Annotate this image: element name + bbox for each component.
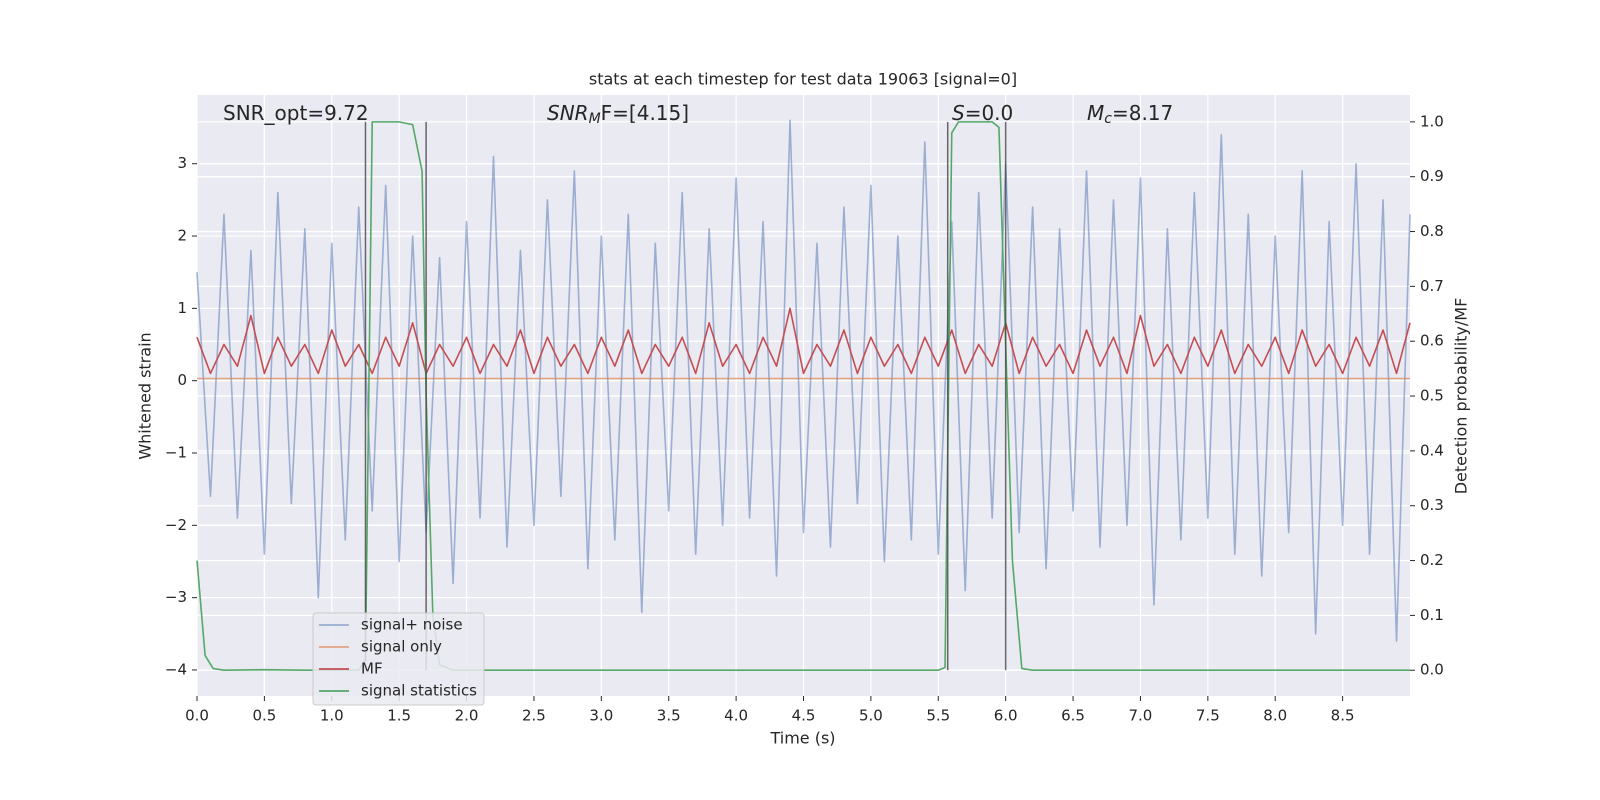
x-tick-label: 5.0 <box>859 707 883 725</box>
y2-tick-label: 0.2 <box>1420 551 1444 569</box>
y-tick-label: 0 <box>177 371 187 389</box>
y2-tick-label: 0.3 <box>1420 496 1444 514</box>
legend-label: MF <box>361 660 383 678</box>
y-tick-label: −4 <box>165 660 187 678</box>
annotation-part: M <box>1087 101 1104 125</box>
y2-tick-label: 0.4 <box>1420 441 1444 459</box>
y-tick-label: −3 <box>165 588 187 606</box>
legend-label: signal statistics <box>361 682 477 700</box>
series-line <box>196 119 1411 642</box>
x-tick-label: 7.5 <box>1196 707 1220 725</box>
annotation-part: F=[4.15] <box>601 101 689 125</box>
x-tick-label: 0.0 <box>185 707 209 725</box>
x-tick-label: 3.5 <box>657 707 681 725</box>
annotation-part: SNR_opt=9.72 <box>223 101 369 125</box>
legend-label: signal only <box>361 638 442 656</box>
y-tick-label: 3 <box>177 154 187 172</box>
y2-tick-label: 0.6 <box>1420 332 1444 350</box>
annotation-part: =8.17 <box>1112 101 1173 125</box>
y2-tick-label: 0.5 <box>1420 387 1444 405</box>
x-tick-label: 1.0 <box>320 707 344 725</box>
y2-tick-label: 1.0 <box>1420 112 1444 130</box>
y-tick-label: 2 <box>177 227 187 245</box>
series-line <box>196 121 1410 672</box>
y2-tick-label: 0.1 <box>1420 606 1444 624</box>
x-tick-label: 6.0 <box>994 707 1018 725</box>
y-tick-label: −1 <box>165 443 187 461</box>
y2-tick-label: 0.7 <box>1420 277 1444 295</box>
chart-title: stats at each timestep for test data 190… <box>589 70 1017 89</box>
y-tick-label: 1 <box>177 299 187 317</box>
y-tick-label: −2 <box>165 516 187 534</box>
x-tick-label: 5.5 <box>926 707 950 725</box>
annotation-part: c <box>1104 111 1112 127</box>
x-tick-label: 6.5 <box>1061 707 1085 725</box>
annotation: SNR_opt=9.72 <box>223 101 369 125</box>
x-tick-label: 8.0 <box>1263 707 1287 725</box>
annotation-part: SNR <box>547 101 589 125</box>
x-tick-label: 4.0 <box>724 707 748 725</box>
y2-tick-label: 0.8 <box>1420 222 1444 240</box>
x-tick-label: 3.0 <box>589 707 613 725</box>
annotation: S=0.0 <box>952 101 1013 125</box>
y-axis-label: Whitened strain <box>136 332 155 459</box>
x-tick-label: 4.5 <box>792 707 816 725</box>
legend-box <box>312 612 485 706</box>
x-axis-label: Time (s) <box>769 729 835 748</box>
y2-axis-label: Detection probability/MF <box>1452 298 1471 495</box>
x-tick-label: 8.5 <box>1331 707 1355 725</box>
x-tick-label: 2.0 <box>455 707 479 725</box>
y2-tick-label: 0.9 <box>1420 167 1444 185</box>
x-tick-label: 0.5 <box>252 707 276 725</box>
y2-tick-label: 0.0 <box>1420 661 1444 679</box>
x-tick-label: 7.0 <box>1129 707 1153 725</box>
series-line <box>196 307 1411 375</box>
x-tick-label: 2.5 <box>522 707 546 725</box>
annotation-part: S <box>952 101 965 125</box>
annotation-part: M <box>589 111 601 127</box>
x-tick-label: 1.5 <box>387 707 411 725</box>
annotation-part: =0.0 <box>965 101 1014 125</box>
legend-label: signal+ noise <box>361 616 463 634</box>
annotation: SNRMF=[4.15] <box>547 101 689 128</box>
annotation: Mc=8.17 <box>1087 101 1173 128</box>
